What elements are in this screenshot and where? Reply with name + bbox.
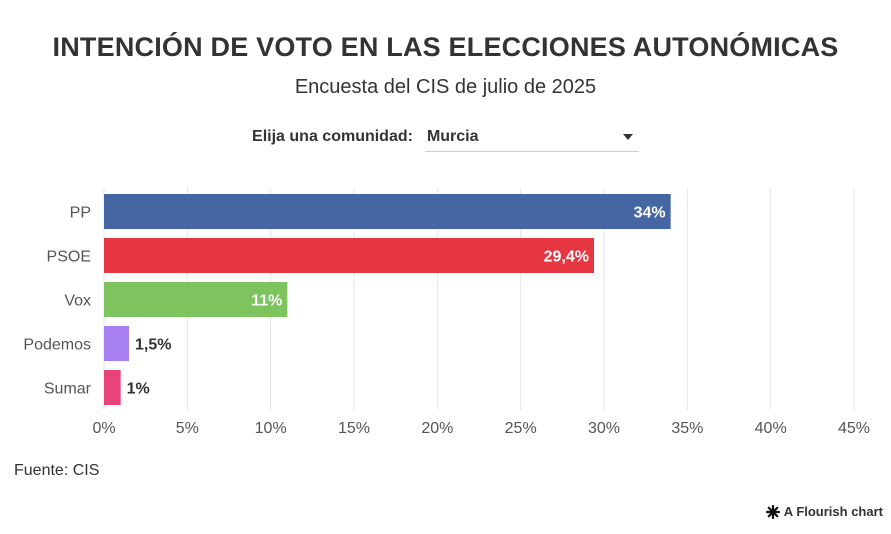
source-note: Fuente: CIS bbox=[14, 462, 100, 479]
bar bbox=[104, 194, 671, 229]
category-label: Podemos bbox=[23, 337, 91, 354]
filter-label: Elija una comunidad: bbox=[252, 128, 413, 145]
chart-title: INTENCIÓN DE VOTO EN LAS ELECCIONES AUTO… bbox=[52, 32, 839, 62]
x-tick-label: 10% bbox=[255, 420, 287, 437]
data-label: 1% bbox=[127, 381, 150, 398]
community-filter: Elija una comunidad: Murcia bbox=[0, 120, 891, 154]
x-tick-label: 15% bbox=[338, 420, 370, 437]
x-tick-label: 35% bbox=[671, 420, 703, 437]
bar bbox=[104, 370, 121, 405]
category-label: Vox bbox=[64, 293, 91, 310]
data-label: 11% bbox=[251, 293, 282, 310]
bar bbox=[104, 238, 594, 273]
community-select[interactable]: Murcia bbox=[424, 122, 639, 152]
flourish-credit-text: A Flourish chart bbox=[783, 504, 883, 519]
chevron-down-icon bbox=[622, 133, 633, 140]
x-tick-label: 0% bbox=[92, 420, 115, 437]
category-label: PSOE bbox=[47, 249, 91, 266]
x-tick-label: 20% bbox=[421, 420, 453, 437]
category-label: Sumar bbox=[44, 381, 92, 398]
bar bbox=[104, 282, 288, 317]
data-label: 1,5% bbox=[135, 337, 171, 354]
bar bbox=[104, 326, 129, 361]
x-tick-label: 5% bbox=[176, 420, 199, 437]
x-tick-label: 40% bbox=[755, 420, 787, 437]
chart-subtitle: Encuesta del CIS de julio de 2025 bbox=[294, 76, 597, 98]
flourish-asterisk-icon bbox=[765, 504, 780, 519]
category-label: PP bbox=[70, 205, 91, 222]
bar-chart: 0% 5% 10% 15% 20% 25% 30% 35% 40% 45% PP 34% PSOE 29,… bbox=[23, 188, 870, 437]
data-label: 29,4% bbox=[544, 249, 589, 266]
flourish-credit-link[interactable]: A Flourish chart bbox=[765, 504, 883, 519]
x-tick-label: 25% bbox=[505, 420, 537, 437]
data-label: 34% bbox=[634, 205, 666, 222]
x-tick-label: 45% bbox=[838, 420, 870, 437]
x-tick-label: 30% bbox=[588, 420, 620, 437]
community-select-value: Murcia bbox=[426, 127, 479, 145]
